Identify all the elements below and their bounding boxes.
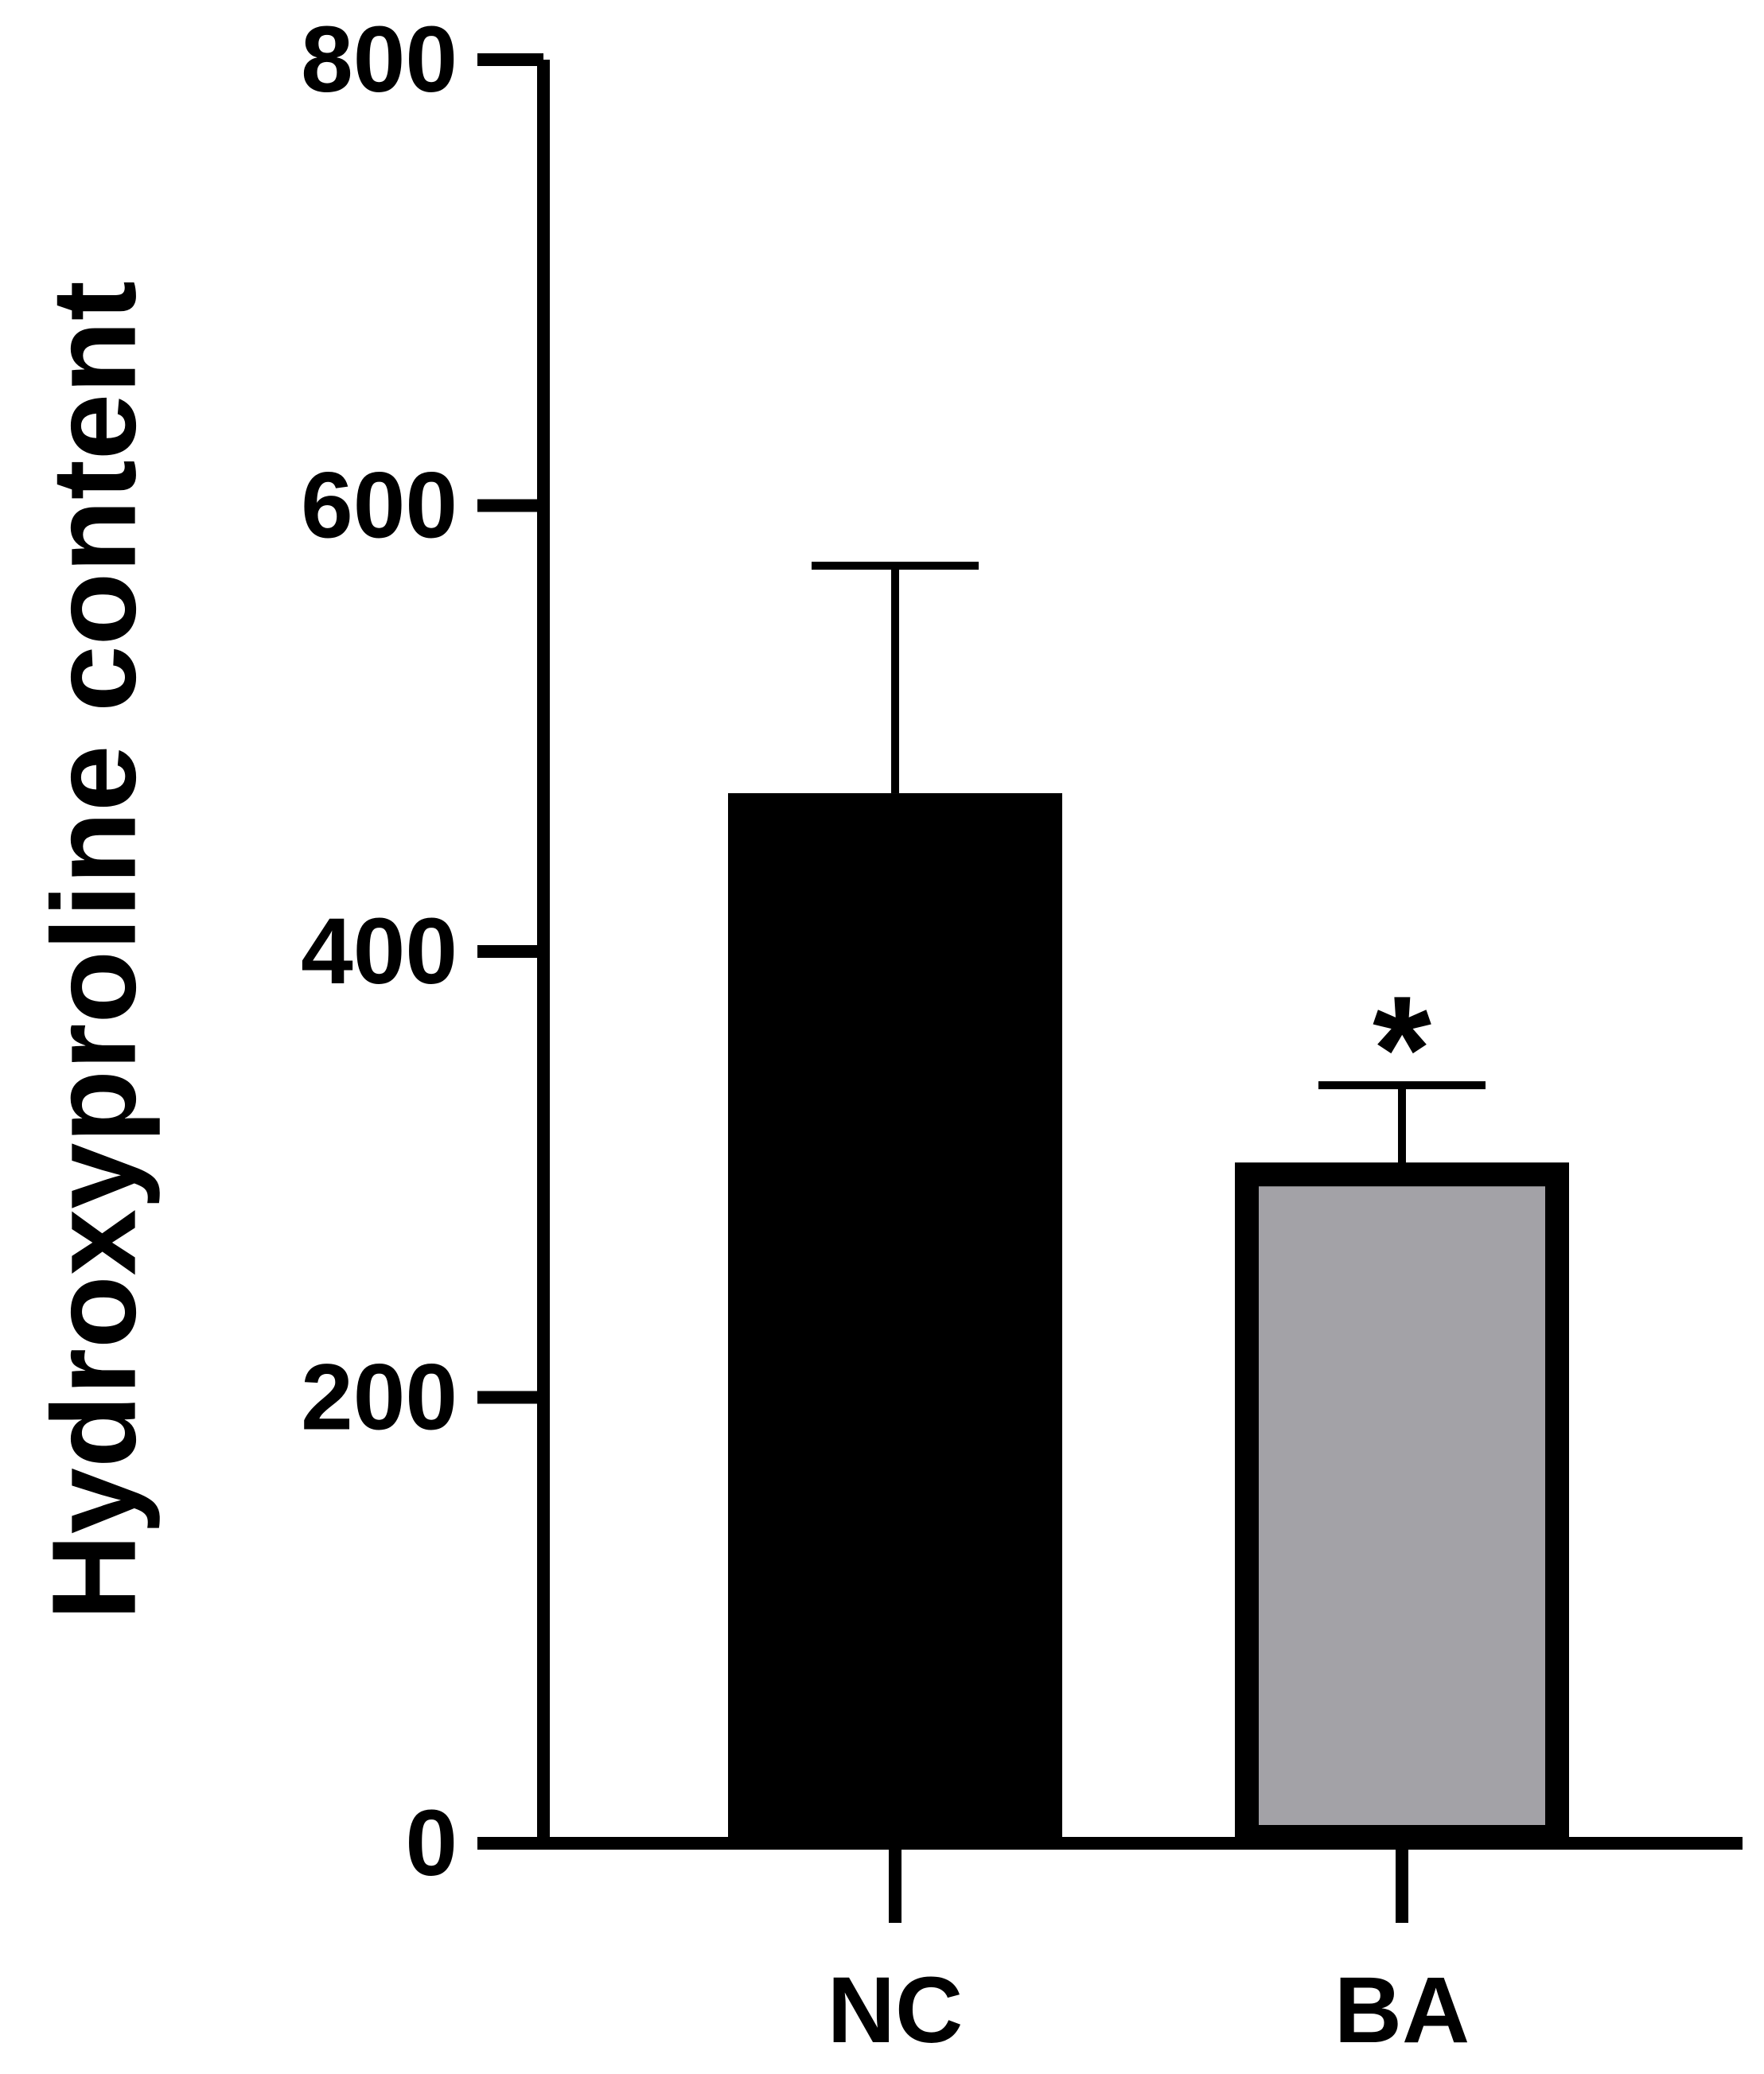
y-tick-label: 800 [301,7,458,112]
x-tick-label: NC [827,1958,963,2063]
y-tick-label: 600 [301,453,458,558]
y-tick-label: 400 [301,899,458,1004]
y-tick-label: 200 [301,1345,458,1450]
y-tick-label: 0 [405,1791,458,1896]
x-tick-label: BA [1334,1958,1470,2063]
y-axis-title: Hydroxyproline content [27,281,161,1621]
bar [1235,1162,1569,1849]
bar [728,793,1062,1844]
significance-marker: * [1373,965,1431,1134]
